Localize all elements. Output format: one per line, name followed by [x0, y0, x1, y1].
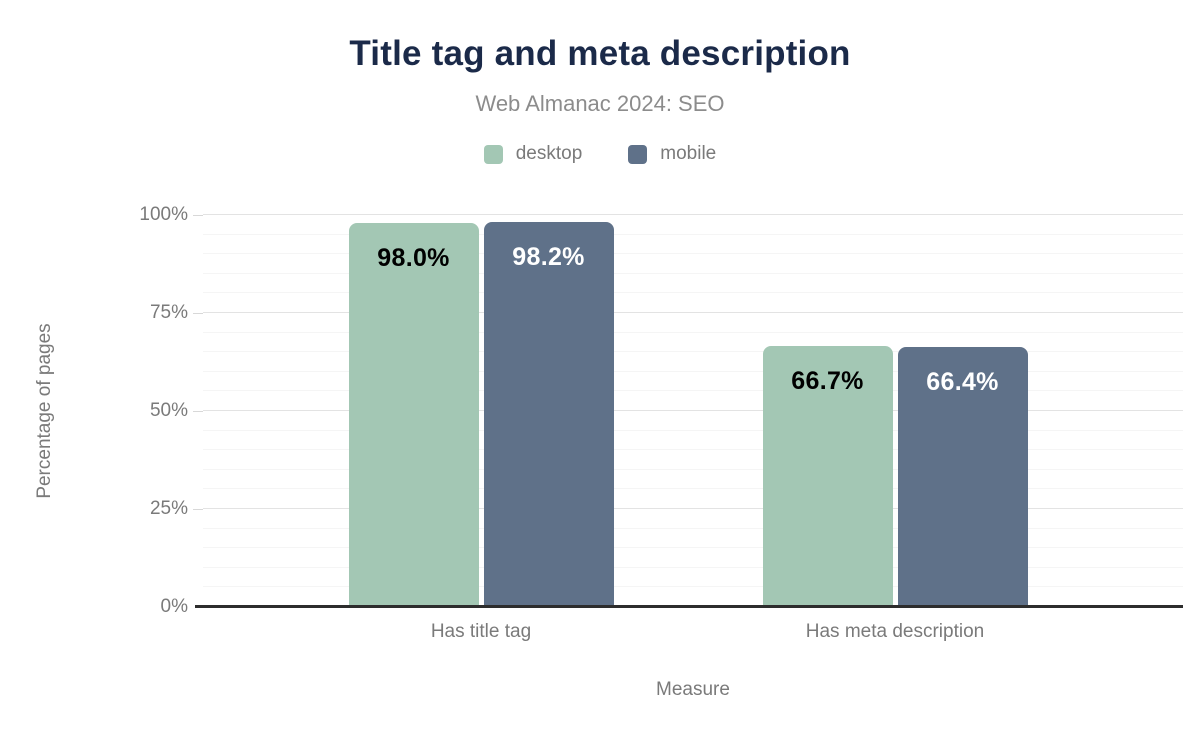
y-tick-label: 0% [160, 596, 188, 617]
gridline-minor [203, 370, 1183, 372]
gridline-minor [203, 586, 1183, 588]
y-axis-title: Percentage of pages [34, 323, 55, 499]
gridline-minor [203, 566, 1183, 568]
chart-title: Title tag and meta description [349, 34, 851, 73]
gridline-minor [203, 233, 1183, 235]
bar-value-label: 66.7% [791, 366, 864, 395]
gridline-major [203, 312, 1183, 313]
x-category-label-has-title-tag: Has title tag [430, 621, 532, 642]
plot-area: 98.0% 98.2% 66.7% 66.4% [203, 214, 1183, 607]
y-tick-label: 25% [149, 498, 188, 519]
bar-mobile-has-meta-description[interactable]: 66.4% [897, 346, 1028, 607]
x-category-label-has-meta-description: Has meta description [805, 621, 985, 642]
gridline-minor [203, 488, 1183, 490]
bar-desktop-has-meta-description[interactable]: 66.7% [762, 345, 893, 607]
y-tick-mark [193, 509, 203, 510]
gridline-minor [203, 351, 1183, 353]
y-tick-label: 75% [149, 302, 188, 323]
gridline-major [203, 410, 1183, 411]
gridline-minor [203, 331, 1183, 333]
y-tick-label: 100% [139, 204, 188, 225]
chart-subtitle: Web Almanac 2024: SEO [475, 91, 725, 116]
bar-value-label: 98.2% [512, 243, 585, 272]
bar-value-label: 98.0% [377, 243, 450, 272]
gridline-minor [203, 390, 1183, 392]
gridline-minor [203, 449, 1183, 451]
x-axis-line [195, 605, 1183, 608]
legend-item-desktop[interactable]: desktop [483, 143, 583, 165]
x-axis-title: Measure [656, 679, 730, 700]
gridline-major [203, 214, 1183, 215]
legend-label-desktop: desktop [515, 143, 583, 164]
legend: desktop mobile [0, 143, 1200, 165]
y-tick-label: 50% [149, 400, 188, 421]
gridline-minor [203, 468, 1183, 470]
gridline-minor [203, 292, 1183, 294]
y-tick-mark [193, 215, 203, 216]
gridline-minor [203, 253, 1183, 255]
mobile-swatch-icon [628, 144, 648, 164]
gridline-major [203, 508, 1183, 509]
gridline-minor [203, 527, 1183, 529]
gridline-minor [203, 429, 1183, 431]
bar-value-label: 66.4% [926, 367, 999, 396]
legend-label-mobile: mobile [660, 143, 717, 164]
bar-mobile-has-title-tag[interactable]: 98.2% [483, 222, 614, 607]
y-tick-mark [193, 313, 203, 314]
desktop-swatch-icon [483, 144, 503, 164]
legend-item-mobile[interactable]: mobile [628, 143, 716, 165]
y-tick-mark [193, 411, 203, 412]
gridline-minor [203, 272, 1183, 274]
gridline-minor [203, 547, 1183, 549]
bar-desktop-has-title-tag[interactable]: 98.0% [348, 222, 479, 607]
